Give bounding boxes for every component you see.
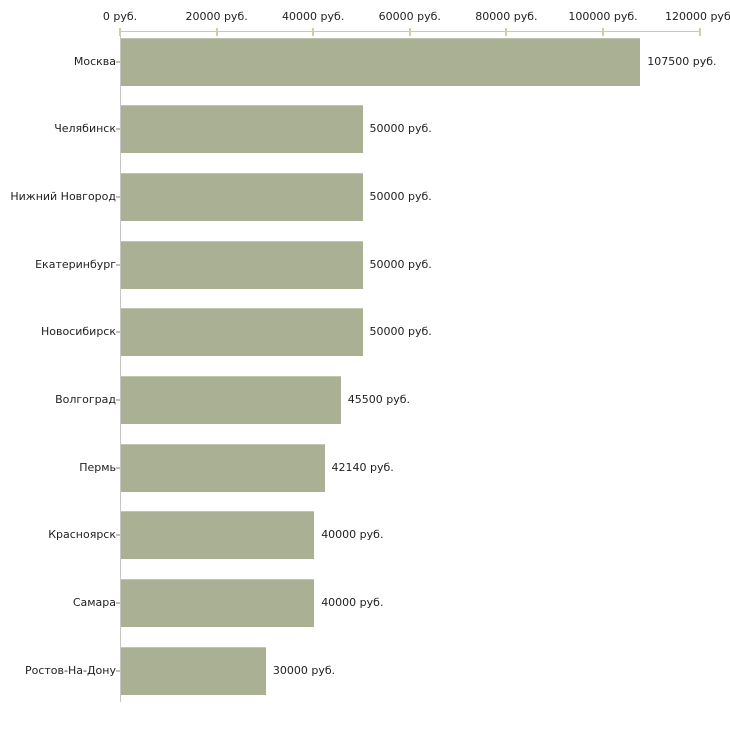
category-tick-mark <box>116 195 120 198</box>
bar-ростов-на-дону <box>121 646 266 695</box>
x-axis-tick-label: 20000 руб. <box>185 10 248 23</box>
x-axis-tick-label: 60000 руб. <box>378 10 441 23</box>
category-tick-mark <box>116 263 120 266</box>
category-tick-mark <box>116 534 120 537</box>
x-axis-tick-mark <box>505 28 508 36</box>
bar-value-label: 40000 руб. <box>321 596 384 610</box>
bar-value-label: 30000 руб. <box>272 663 336 677</box>
category-label: Самара <box>72 596 116 610</box>
category-label: Челябинск <box>54 122 116 136</box>
category-label: Волгоград <box>55 393 116 406</box>
category-label: Ростов-На-Дону <box>24 663 116 677</box>
category-label: Пермь <box>79 460 116 474</box>
bar-value-label: 50000 руб. <box>369 189 432 203</box>
x-axis-tick-label: 120000 руб. <box>664 10 730 23</box>
bar-value-label: 107500 руб. <box>647 54 717 68</box>
y-axis-line <box>120 31 121 702</box>
category-tick-mark <box>116 128 120 131</box>
category-tick-mark <box>116 60 120 63</box>
x-axis-tick-mark <box>215 28 218 36</box>
bar-value-label: 50000 руб. <box>369 325 432 339</box>
bar-челябинск <box>121 105 363 154</box>
bar-value-label: 50000 руб. <box>369 122 432 136</box>
category-label: Москва <box>73 54 116 68</box>
bar-екатеринбург <box>121 240 363 289</box>
x-axis-tick-label: 40000 руб. <box>282 10 345 23</box>
bar-value-label: 42140 руб. <box>331 460 394 474</box>
x-axis-tick-mark <box>119 28 121 36</box>
x-axis-tick-mark <box>408 28 411 36</box>
bar-москва <box>121 37 641 86</box>
bar-волгоград <box>121 376 341 424</box>
bar-новосибирск <box>121 308 363 357</box>
category-tick-mark <box>116 669 120 672</box>
category-label: Новосибирск <box>40 325 116 339</box>
x-axis-tick-label: 100000 руб. <box>568 10 638 23</box>
x-axis-tick-mark <box>312 28 315 36</box>
category-tick-mark <box>116 399 120 401</box>
x-axis-tick-mark <box>602 28 604 36</box>
bar-нижний-новгород <box>121 172 363 221</box>
bar-пермь <box>121 443 325 492</box>
x-axis-tick-label: 0 руб. <box>102 10 138 23</box>
category-tick-mark <box>116 466 120 469</box>
category-label: Красноярск <box>48 528 116 542</box>
bar-value-label: 50000 руб. <box>369 257 432 271</box>
category-label: Нижний Новгород <box>10 189 116 203</box>
x-axis-tick-mark <box>698 28 701 36</box>
bar-value-label: 45500 руб. <box>347 393 411 406</box>
category-label: Екатеринбург <box>35 257 116 271</box>
bar-самара <box>121 579 315 628</box>
x-axis-tick-label: 80000 руб. <box>475 10 538 23</box>
category-tick-mark <box>116 602 120 605</box>
bar-value-label: 40000 руб. <box>321 528 384 542</box>
category-tick-mark <box>116 331 120 334</box>
bar-красноярск <box>121 511 315 560</box>
